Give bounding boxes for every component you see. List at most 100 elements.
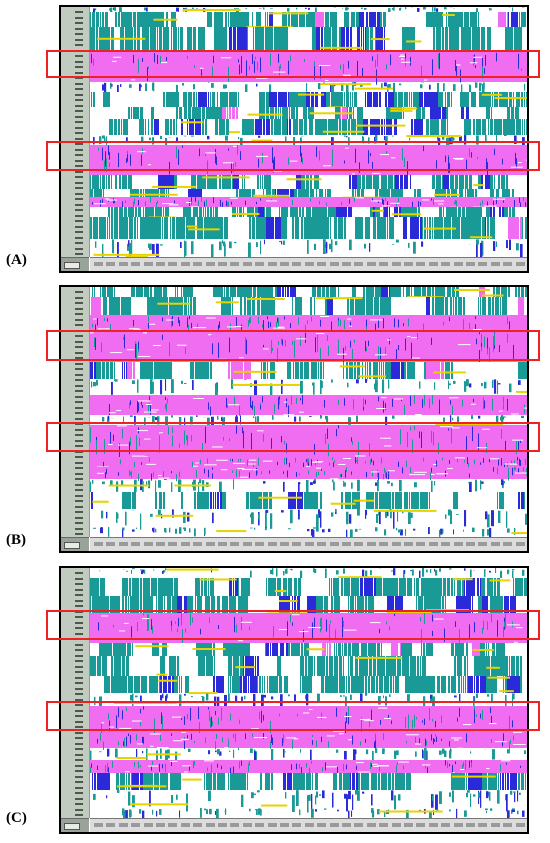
row-tick (75, 583, 83, 585)
column-tick (441, 542, 451, 546)
column-tick (453, 542, 463, 546)
column-tick (342, 542, 351, 546)
row-tick (75, 165, 83, 167)
row-tick (75, 527, 83, 530)
row-tick (75, 423, 83, 425)
column-tick (428, 542, 438, 546)
heatmap-svg (90, 568, 527, 818)
highlight-box-b-bottom (46, 422, 540, 452)
column-tick (156, 542, 165, 546)
row-axis (61, 568, 90, 818)
column-tick (317, 823, 327, 827)
row-tick (75, 660, 83, 662)
row-tick (75, 621, 83, 624)
column-tick (379, 542, 389, 546)
column-tick (230, 823, 240, 827)
highlight-box-a-bottom (46, 141, 540, 171)
column-tick (180, 262, 190, 266)
column-tick (168, 542, 178, 546)
row-tick (75, 170, 83, 173)
column-tick (304, 542, 314, 546)
column-tick (490, 262, 500, 266)
row-tick (75, 291, 83, 293)
column-tick (292, 542, 302, 546)
row-tick (75, 594, 83, 596)
column-tick (292, 262, 302, 266)
row-tick (75, 616, 83, 618)
column-tick (478, 823, 488, 827)
column-tick (193, 542, 203, 546)
row-tick (75, 461, 83, 464)
row-tick (75, 605, 83, 607)
column-tick (317, 542, 327, 546)
row-tick (75, 33, 83, 35)
column-tick (94, 823, 103, 827)
row-tick (75, 16, 83, 19)
column-tick (354, 542, 364, 546)
column-tick (404, 542, 413, 546)
column-tick (106, 823, 116, 827)
row-tick (75, 676, 83, 679)
row-tick (75, 737, 83, 739)
row-tick (75, 335, 83, 337)
row-tick (75, 808, 83, 811)
column-tick (404, 823, 413, 827)
row-tick (75, 709, 83, 712)
row-tick (75, 814, 83, 816)
corner-box (61, 537, 89, 551)
panel-b (59, 285, 529, 553)
row-tick (75, 704, 83, 706)
row-tick (75, 533, 83, 535)
column-tick (490, 823, 500, 827)
row-tick (75, 198, 83, 200)
row-tick (75, 406, 83, 409)
row-tick (75, 60, 83, 63)
row-tick (75, 44, 83, 46)
row-tick (75, 428, 83, 431)
column-tick (515, 542, 525, 546)
row-tick (75, 412, 83, 414)
highlight-box-c-bottom (46, 701, 540, 731)
column-tick (391, 262, 401, 266)
row-tick (75, 27, 83, 30)
column-tick (441, 262, 451, 266)
row-tick (75, 214, 83, 217)
row-tick (75, 187, 83, 189)
column-axis (90, 257, 527, 271)
row-tick (75, 368, 83, 370)
column-axis (90, 818, 527, 832)
column-tick (329, 823, 339, 827)
row-tick (75, 417, 83, 420)
row-tick (75, 483, 83, 486)
column-tick (366, 542, 376, 546)
column-tick (342, 262, 351, 266)
row-tick (75, 225, 83, 228)
row-tick (75, 770, 83, 772)
column-tick (267, 823, 277, 827)
row-tick (75, 715, 83, 717)
row-tick (75, 362, 83, 365)
column-tick (205, 262, 215, 266)
row-tick (75, 572, 83, 574)
row-tick (75, 11, 83, 13)
column-tick (304, 823, 314, 827)
row-tick (75, 231, 83, 233)
row-tick (75, 38, 83, 41)
column-tick (242, 823, 252, 827)
panel-label-b: (B) (6, 532, 26, 548)
column-tick (131, 542, 141, 546)
row-tick (75, 726, 83, 728)
row-tick (75, 55, 83, 57)
row-tick (75, 665, 83, 668)
row-tick (75, 110, 83, 112)
row-tick (75, 588, 83, 591)
column-tick (354, 262, 364, 266)
row-tick (75, 753, 83, 756)
row-tick (75, 478, 83, 480)
column-tick (441, 823, 451, 827)
row-tick (75, 148, 83, 151)
row-tick (75, 176, 83, 178)
row-tick (75, 781, 83, 783)
row-axis (61, 287, 90, 537)
column-tick (478, 542, 488, 546)
